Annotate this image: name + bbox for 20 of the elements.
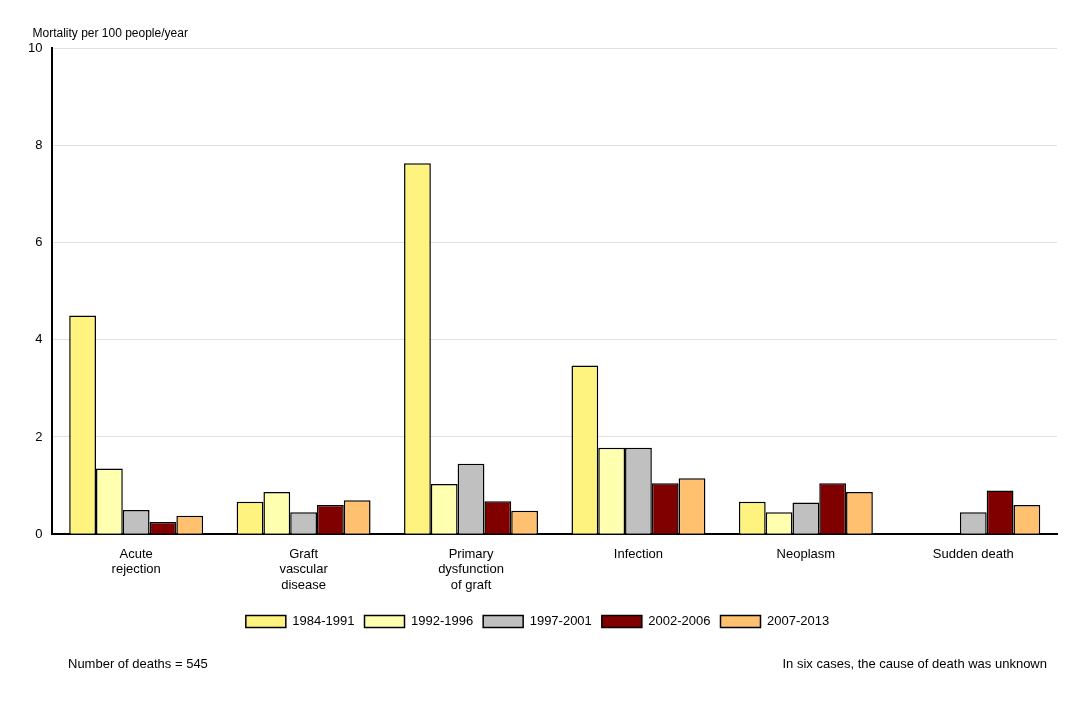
x-tick-label: Primary dysfunction of graft	[438, 545, 504, 592]
legend-label: 1992-1996	[411, 613, 474, 629]
legend-label: 2002-2006	[648, 613, 711, 629]
y-tick-label: 4	[35, 331, 43, 347]
text: Number of deaths = 545	[68, 656, 208, 671]
y-tick-label: 8	[35, 136, 43, 152]
y-tick-label: 2	[35, 428, 43, 444]
legend-label: 1997-2001	[529, 613, 592, 629]
x-tick-label: Infection	[613, 545, 664, 561]
text: In six cases, the cause of death was unknown	[782, 656, 1047, 671]
y-tick-label: 10	[27, 39, 43, 55]
x-tick-label: Acute rejection	[111, 545, 161, 577]
x-tick-label: Graft vascular disease	[279, 545, 329, 592]
legend-label: 1984-1991	[292, 613, 355, 629]
y-axis-title: Mortality per 100 people/year	[32, 26, 188, 41]
y-tick-label: 6	[35, 234, 43, 250]
x-tick-label: Sudden death	[932, 545, 1014, 561]
legend-label: 2007-2013	[767, 613, 830, 629]
y-tick-label: 0	[35, 525, 43, 541]
x-tick-label: Neoplasm	[776, 545, 836, 561]
